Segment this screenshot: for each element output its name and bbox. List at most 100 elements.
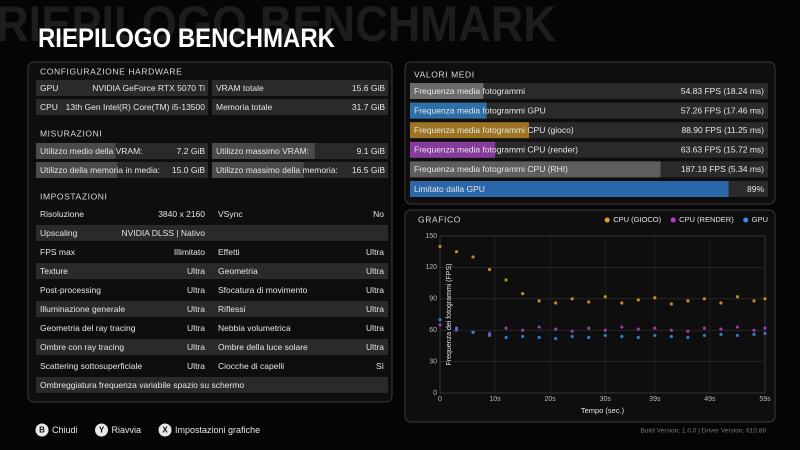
button-icon[interactable]	[95, 423, 109, 437]
usage-bar	[212, 143, 315, 159]
cell	[36, 99, 208, 115]
x-tick-label: 30s	[600, 396, 612, 403]
label: Upscaling	[40, 228, 78, 238]
label: Ombre con ray tracing	[40, 342, 124, 352]
plot-frame	[439, 235, 766, 394]
value: 63.63 FPS (15.72 ms)	[681, 145, 764, 155]
label: VSync	[218, 209, 243, 219]
point	[719, 327, 723, 331]
label: Sfocatura di movimento	[218, 285, 308, 295]
value: 13th Gen Intel(R) Core(TM) i5-13500	[66, 102, 206, 112]
value: Ultra	[366, 266, 384, 276]
point	[487, 333, 492, 338]
point	[504, 335, 508, 340]
point	[570, 297, 574, 301]
button-label: Riavvia	[112, 425, 142, 435]
point	[702, 333, 707, 338]
row-bg	[36, 377, 388, 393]
graph-panel	[404, 209, 776, 423]
average-bar	[410, 161, 661, 178]
point	[669, 328, 673, 332]
point	[603, 295, 607, 299]
cell	[410, 141, 768, 158]
label: GPU	[40, 83, 58, 93]
point	[554, 301, 558, 305]
y-tick-label: 0	[433, 390, 437, 397]
label: Post-processing	[40, 285, 101, 295]
label: Frequenza media fotogrammi CPU (RHI)	[414, 164, 568, 174]
point	[603, 333, 607, 338]
x-axis-label: Tempo (sec.)	[581, 406, 625, 415]
point	[686, 299, 690, 303]
label: Illuminazione generale	[40, 304, 125, 314]
graph-title: GRAFICO	[418, 214, 461, 224]
label: VRAM totale	[216, 83, 264, 93]
label: Frequenza media fotogrammi GPU	[414, 105, 546, 115]
point	[570, 334, 574, 339]
y-tick-label: 120	[425, 264, 437, 271]
section-title: VALORI MEDI	[414, 69, 475, 79]
button-label: Chiudi	[52, 425, 78, 435]
button-label: Impostazioni grafiche	[175, 425, 260, 435]
point	[438, 244, 442, 249]
x-tick-label: 20s	[545, 396, 557, 403]
label: Utilizzo massimo VRAM:	[216, 146, 309, 156]
point	[752, 332, 756, 336]
point	[487, 267, 492, 272]
value: 89%	[747, 184, 764, 194]
label: Limitato dalla GPU	[414, 184, 485, 194]
point	[653, 333, 657, 338]
x-tick-label: 59s	[759, 396, 771, 403]
row-bg	[36, 301, 388, 317]
usage-bar	[36, 162, 118, 178]
usage-bar	[36, 143, 116, 159]
value: Ultra	[366, 247, 384, 257]
average-bar	[410, 102, 487, 119]
point	[763, 326, 767, 330]
legend-label: GPU	[752, 215, 768, 224]
y-tick-label: 150	[425, 233, 437, 240]
point	[587, 326, 591, 330]
point	[620, 301, 624, 305]
label: Utilizzo massimo della memoria:	[216, 165, 338, 175]
value: Ultra	[187, 342, 205, 352]
value: 15.6 GiB	[352, 83, 385, 93]
button-icon[interactable]	[35, 423, 49, 437]
point	[521, 328, 525, 332]
value: Ultra	[187, 304, 205, 314]
point	[636, 298, 640, 302]
point	[537, 325, 541, 329]
y-axis-label: Frequenza dei fotogrammi (FPS)	[446, 264, 453, 366]
legend-label: CPU (GIOCO)	[613, 215, 661, 224]
section-title: MISURAZIONI	[40, 128, 102, 138]
x-tick-label: 49s	[704, 396, 716, 403]
legend-dot	[743, 217, 749, 223]
label: Frequenza media fotogrammi	[414, 86, 525, 96]
legend-dot	[604, 217, 610, 223]
value: 54.83 FPS (18.24 ms)	[681, 86, 764, 96]
label: Ombreggiatura frequenza variabile spazio…	[40, 380, 244, 390]
cell	[212, 99, 388, 115]
ghost-title: RIEPILOGO BENCHMARK	[0, 0, 556, 52]
point	[537, 299, 541, 303]
label: Texture	[40, 266, 68, 276]
value: 31.7 GiB	[352, 102, 385, 112]
point	[752, 328, 756, 332]
point	[504, 278, 508, 282]
row-bg	[36, 225, 388, 241]
button-icon[interactable]	[158, 423, 172, 437]
label: FPS max	[40, 247, 76, 257]
label: Ciocche di capelli	[218, 361, 284, 371]
label: Riflessi	[218, 304, 246, 314]
value: Ultra	[187, 361, 205, 371]
cell	[212, 80, 388, 96]
label: Nebbia volumetrica	[218, 323, 291, 333]
cell	[36, 80, 208, 96]
label: Utilizzo medio della VRAM:	[40, 146, 143, 156]
point	[686, 335, 690, 340]
title: RIEPILOGO BENCHMARK	[38, 23, 335, 53]
point	[570, 329, 574, 333]
point	[521, 291, 525, 296]
y-tick-label: 90	[429, 296, 437, 303]
y-tick-label: 60	[429, 327, 437, 334]
